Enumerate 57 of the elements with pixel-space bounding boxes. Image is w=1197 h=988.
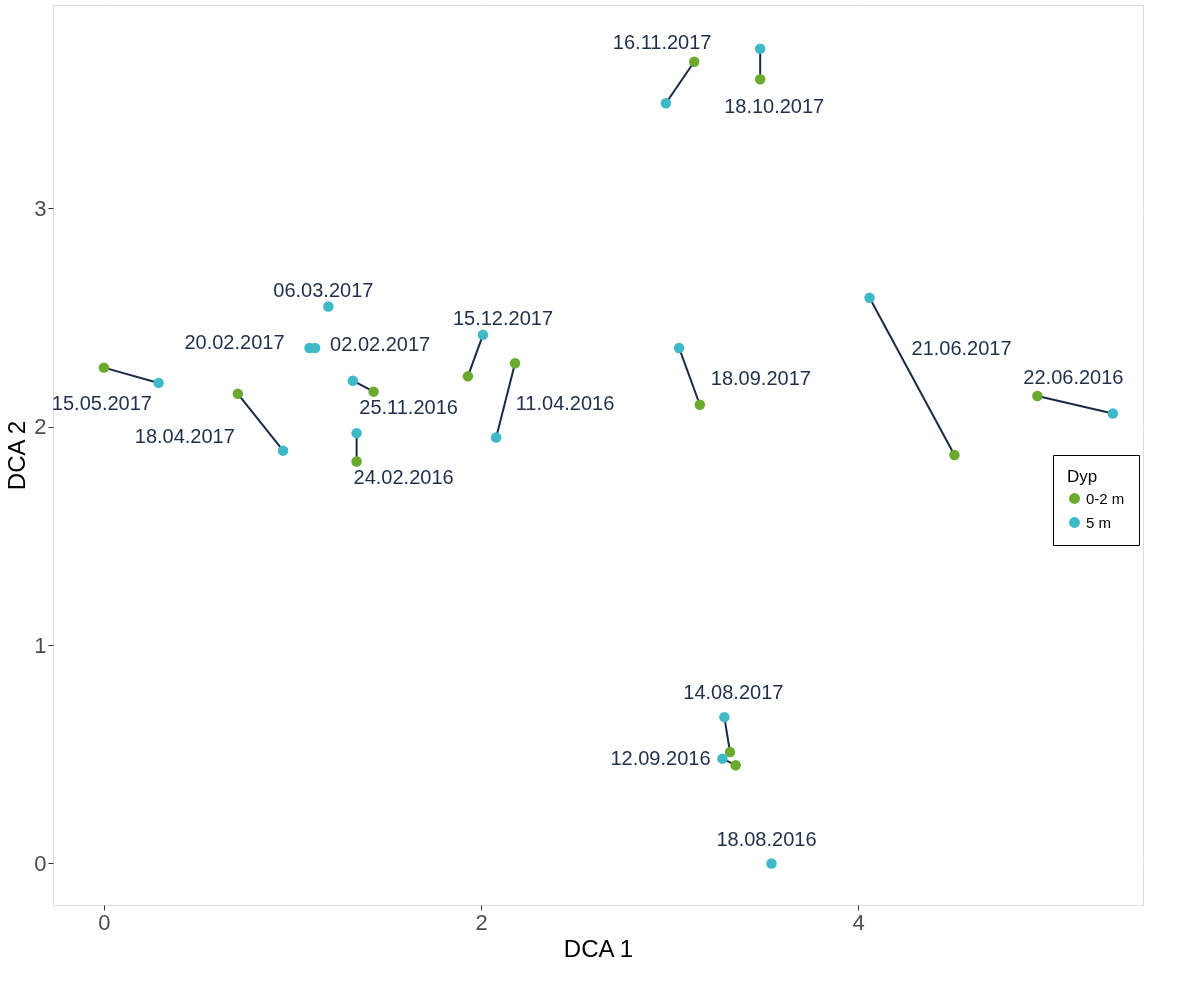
point	[660, 98, 672, 109]
point	[98, 362, 110, 373]
legend-label: 0-2 m	[1086, 489, 1125, 507]
annotation: 15.12.2017	[452, 306, 554, 329]
annotation: 21.06.2017	[911, 336, 1012, 359]
point	[949, 449, 960, 461]
point	[717, 753, 728, 764]
annotation: 12.09.2016	[610, 746, 711, 769]
point	[688, 56, 700, 68]
annotation: 11.04.2016	[515, 392, 615, 415]
point	[864, 292, 875, 303]
annotation: 18.04.2017	[134, 424, 235, 447]
legend-title: Dyp	[1067, 467, 1098, 486]
point	[719, 711, 730, 723]
point	[351, 427, 362, 439]
annotation: 25.11.2016	[359, 395, 458, 418]
point	[232, 388, 244, 400]
y-axis-title: DCA 2	[3, 420, 31, 491]
point	[509, 358, 521, 369]
point	[477, 329, 489, 341]
point	[1032, 390, 1043, 402]
point	[277, 445, 289, 456]
annotation: 18.08.2016	[716, 828, 817, 851]
point	[323, 301, 334, 312]
y-tick-label: 2	[34, 414, 47, 440]
point	[462, 371, 474, 382]
point	[766, 858, 777, 869]
point	[153, 377, 164, 389]
annotation: 16.11.2017	[612, 30, 712, 53]
annotation: 22.06.2016	[1023, 366, 1124, 389]
point	[673, 342, 685, 354]
point	[351, 456, 362, 467]
y-tick-label: 3	[34, 195, 47, 221]
x-axis-title: DCA 1	[563, 934, 634, 962]
point	[724, 746, 736, 758]
annotation: 18.09.2017	[710, 366, 811, 389]
x-tick-label: 4	[852, 909, 865, 935]
annotation: 15.05.2017	[51, 391, 152, 414]
annotation: 20.02.2017	[184, 330, 285, 353]
x-tick-label: 2	[475, 909, 488, 935]
annotation: 02.02.2017	[330, 332, 431, 355]
point	[347, 375, 359, 386]
y-tick-label: 0	[34, 851, 47, 876]
legend-label: 5 m	[1086, 513, 1112, 531]
annotation: 06.03.2017	[273, 279, 374, 302]
point	[1107, 408, 1119, 419]
annotation: 24.02.2016	[353, 465, 454, 488]
point	[368, 386, 379, 397]
annotation: 14.08.2017	[683, 681, 784, 704]
point	[754, 43, 766, 54]
x-tick-label: 0	[98, 909, 111, 935]
point	[754, 74, 766, 85]
point	[730, 759, 741, 771]
point	[490, 432, 502, 443]
y-tick-label: 1	[34, 632, 47, 658]
annotation: 18.10.2017	[724, 95, 825, 118]
point	[694, 399, 706, 410]
